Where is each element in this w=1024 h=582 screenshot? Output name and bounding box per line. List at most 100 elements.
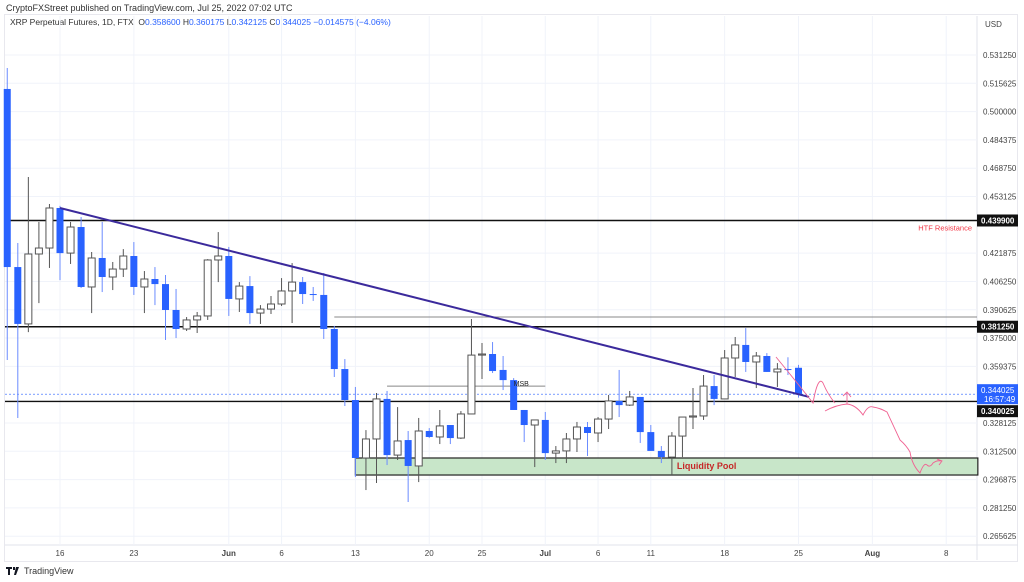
candle	[636, 396, 644, 443]
x-tick-label: 6	[596, 549, 601, 558]
candle-body	[361, 438, 370, 459]
candle-body	[773, 368, 782, 373]
candle-body	[467, 354, 476, 415]
y-tick-label: 0.375000	[983, 334, 1017, 343]
candle	[489, 342, 497, 374]
candle-body	[66, 226, 75, 254]
x-tick-label: 18	[720, 549, 729, 558]
price-projection-path	[775, 356, 943, 474]
x-tick-label: Jul	[540, 549, 552, 558]
candle-body	[351, 400, 359, 458]
y-tick-label: 0.296875	[983, 476, 1017, 485]
x-tick-label: Aug	[865, 549, 881, 558]
change-value: −0.014575 (−4.06%)	[313, 17, 391, 27]
x-tick-label: 20	[425, 549, 434, 558]
current-price-label: 0.344025	[981, 386, 1015, 395]
candle-body	[456, 413, 465, 439]
candle-body	[647, 432, 655, 451]
candle	[699, 375, 708, 420]
candle	[14, 242, 22, 418]
candle	[151, 267, 159, 306]
publisher-line: CryptoFXStreet published on TradingView.…	[6, 3, 293, 13]
candle-body	[689, 415, 697, 418]
candle	[341, 359, 349, 406]
candle	[256, 305, 265, 324]
candle-body	[130, 255, 138, 287]
y-tick-label: 0.281250	[983, 504, 1017, 513]
candle-body	[562, 438, 571, 452]
candle-body	[87, 257, 96, 288]
candle-body	[604, 400, 613, 420]
candle	[309, 286, 317, 301]
candle	[510, 378, 518, 410]
candle-body	[425, 430, 433, 437]
brand-name: TradingView	[24, 566, 74, 576]
candle-body	[795, 367, 802, 395]
y-tick-label: 0.359375	[983, 362, 1017, 371]
candle	[594, 417, 603, 443]
candle	[710, 375, 718, 406]
candle	[425, 428, 433, 439]
y-tick-label: 0.468750	[983, 164, 1017, 173]
tradingview-logo[interactable]: TradingView	[6, 566, 74, 576]
candle-body	[3, 88, 11, 268]
candle-body	[446, 425, 454, 439]
x-tick-label: 13	[351, 549, 360, 558]
candle	[752, 352, 761, 389]
candle-body	[520, 409, 528, 426]
y-tick-label: 0.484375	[983, 136, 1017, 145]
candle-body	[34, 247, 43, 255]
candle	[520, 409, 528, 443]
x-tick-label: 11	[647, 549, 656, 558]
candle	[45, 204, 54, 268]
candle-body	[256, 308, 265, 314]
open-value: 0.358600	[144, 17, 181, 27]
candle	[108, 261, 117, 291]
tradingview-logo-icon	[6, 567, 19, 575]
x-tick-label: 8	[944, 549, 949, 558]
candle-body	[372, 398, 381, 440]
candle	[541, 411, 549, 460]
candle-body	[572, 426, 581, 440]
candle-body	[14, 267, 22, 324]
candle-body	[98, 257, 106, 278]
candle	[172, 288, 180, 339]
y-tick-label: 0.515625	[983, 79, 1017, 88]
candle	[225, 246, 233, 316]
candle-body	[763, 355, 771, 372]
candle	[330, 325, 338, 378]
candle	[773, 363, 782, 387]
candle	[34, 221, 43, 304]
candle	[678, 416, 687, 458]
candle	[414, 417, 423, 483]
candle	[625, 390, 634, 406]
candle	[467, 319, 476, 415]
candle	[667, 432, 676, 476]
candle	[119, 249, 128, 278]
candle-body	[404, 440, 412, 466]
candle	[203, 259, 212, 320]
candle-body	[489, 354, 497, 372]
candle	[731, 336, 740, 378]
candle	[584, 421, 591, 456]
candle-body	[393, 440, 402, 456]
candle-body	[414, 430, 423, 467]
candle-body	[657, 450, 665, 458]
candle-body	[720, 357, 729, 400]
candle	[372, 392, 381, 483]
chart-panel[interactable]	[4, 14, 1018, 562]
candle-body	[119, 255, 128, 270]
candle-body	[77, 227, 85, 287]
x-tick-label: 6	[279, 549, 284, 558]
candle-body	[309, 294, 317, 296]
candle	[299, 277, 307, 305]
candle-body	[330, 329, 338, 370]
candle-body	[182, 319, 191, 330]
current-price-tag	[977, 384, 1018, 405]
candle	[320, 273, 328, 339]
candle-body	[267, 303, 275, 310]
candle	[361, 430, 370, 491]
currency-label: USD	[985, 20, 1002, 29]
candle	[657, 446, 665, 464]
